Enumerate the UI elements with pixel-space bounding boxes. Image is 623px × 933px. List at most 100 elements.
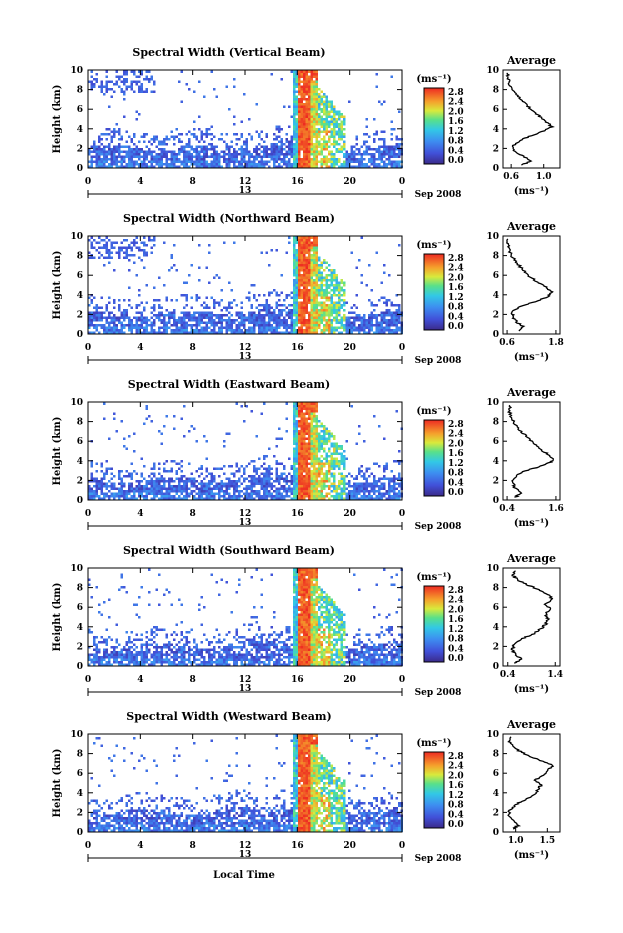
heatmap-cell bbox=[398, 322, 401, 325]
heatmap-cell bbox=[313, 252, 316, 255]
heatmap-cell bbox=[311, 262, 314, 265]
heatmap-cell bbox=[208, 163, 211, 166]
heatmap-cell bbox=[341, 483, 344, 486]
heatmap-cell bbox=[318, 128, 321, 131]
heatmap-cell bbox=[136, 322, 139, 325]
heatmap-cell bbox=[178, 317, 181, 320]
heatmap-cell bbox=[316, 312, 319, 315]
heatmap-cell bbox=[323, 304, 326, 307]
heatmap-cell bbox=[323, 327, 326, 330]
heatmap-cell bbox=[356, 153, 359, 156]
heatmap-cell bbox=[166, 415, 169, 418]
heatmap-cell bbox=[311, 247, 314, 250]
heatmap-cell bbox=[313, 425, 316, 428]
heatmap-cell bbox=[311, 410, 314, 413]
heatmap-cell bbox=[348, 319, 351, 322]
heatmap-cell bbox=[276, 138, 279, 141]
heatmap-cell bbox=[313, 131, 316, 134]
heatmap-cell bbox=[133, 143, 136, 146]
heatmap-cell bbox=[163, 493, 166, 496]
heatmap-cell bbox=[138, 327, 141, 330]
heatmap-cell bbox=[368, 475, 371, 478]
heatmap-cell bbox=[308, 423, 311, 426]
heatmap-cell bbox=[326, 287, 329, 290]
heatmap-cell bbox=[331, 309, 334, 312]
heatmap-cell bbox=[206, 131, 209, 134]
heatmap-cell bbox=[216, 274, 219, 277]
heatmap-cell bbox=[213, 158, 216, 161]
heatmap-cell bbox=[211, 490, 214, 493]
heatmap-cell bbox=[136, 274, 139, 277]
heatmap-cell bbox=[278, 493, 281, 496]
heatmap-cell bbox=[298, 309, 301, 312]
heatmap-cell bbox=[116, 151, 119, 154]
heatmap-cell bbox=[308, 480, 311, 483]
heatmap-cell bbox=[301, 116, 304, 119]
heatmap-cell bbox=[113, 83, 116, 86]
heatmap-cell bbox=[338, 463, 341, 466]
heatmap-cell bbox=[143, 151, 146, 154]
heatmap-cell bbox=[341, 488, 344, 491]
heatmap-cell bbox=[326, 480, 329, 483]
heatmap-cell bbox=[313, 284, 316, 287]
heatmap-cell bbox=[226, 86, 229, 89]
profile-line bbox=[507, 73, 553, 165]
heatmap-cell bbox=[336, 453, 339, 456]
heatmap-cell bbox=[303, 413, 306, 416]
heatmap-cell bbox=[311, 403, 314, 406]
heatmap-cell bbox=[253, 490, 256, 493]
heatmap-cell bbox=[138, 304, 141, 307]
heatmap-cell bbox=[313, 113, 316, 116]
heatmap-cell bbox=[268, 327, 271, 330]
heatmap-cell bbox=[306, 81, 309, 84]
heatmap-cell bbox=[91, 312, 94, 315]
heatmap-cell bbox=[101, 81, 104, 84]
heatmap-cell bbox=[161, 156, 164, 159]
heatmap-cell bbox=[143, 267, 146, 270]
profile-x-tick-label: 1.0 bbox=[536, 172, 552, 182]
heatmap-cell bbox=[321, 468, 324, 471]
heatmap-cell bbox=[301, 450, 304, 453]
heatmap-cell bbox=[268, 148, 271, 151]
heatmap-cell bbox=[366, 468, 369, 471]
heatmap-cell bbox=[228, 161, 231, 164]
heatmap-cell bbox=[298, 430, 301, 433]
heatmap-cell bbox=[106, 493, 109, 496]
heatmap-cell bbox=[213, 153, 216, 156]
heatmap-cell bbox=[246, 488, 249, 491]
heatmap-cell bbox=[331, 272, 334, 275]
heatmap-cell bbox=[321, 495, 324, 498]
heatmap-cell bbox=[243, 317, 246, 320]
heatmap-cell bbox=[303, 448, 306, 451]
heatmap-cell bbox=[311, 420, 314, 423]
heatmap-cell bbox=[306, 156, 309, 159]
x-tick-label: 16 bbox=[291, 343, 304, 353]
heatmap-cell bbox=[296, 433, 299, 436]
heatmap-cell bbox=[386, 490, 389, 493]
heatmap-cell bbox=[91, 156, 94, 159]
heatmap-cell bbox=[136, 488, 139, 491]
heatmap-cell bbox=[351, 307, 354, 310]
heatmap-cell bbox=[296, 324, 299, 327]
heatmap-cell bbox=[251, 317, 254, 320]
heatmap-cell bbox=[316, 151, 319, 154]
heatmap-cell bbox=[201, 151, 204, 154]
heatmap-cell bbox=[141, 88, 144, 91]
heatmap-cell bbox=[151, 156, 154, 159]
heatmap-cell bbox=[91, 478, 94, 481]
heatmap-cell bbox=[373, 314, 376, 317]
heatmap-cell bbox=[273, 312, 276, 315]
heatmap-cell bbox=[251, 460, 254, 463]
heatmap-cell bbox=[108, 322, 111, 325]
heatmap-cell bbox=[318, 289, 321, 292]
heatmap-cell bbox=[343, 480, 346, 483]
heatmap-cell bbox=[146, 91, 149, 94]
heatmap-cell bbox=[313, 304, 316, 307]
heatmap-cell bbox=[306, 410, 309, 413]
heatmap-cell bbox=[316, 448, 319, 451]
heatmap-cell bbox=[308, 249, 311, 252]
heatmap-cell bbox=[128, 254, 131, 257]
heatmap-cell bbox=[201, 161, 204, 164]
heatmap-cell bbox=[163, 483, 166, 486]
heatmap-cell bbox=[358, 470, 361, 473]
